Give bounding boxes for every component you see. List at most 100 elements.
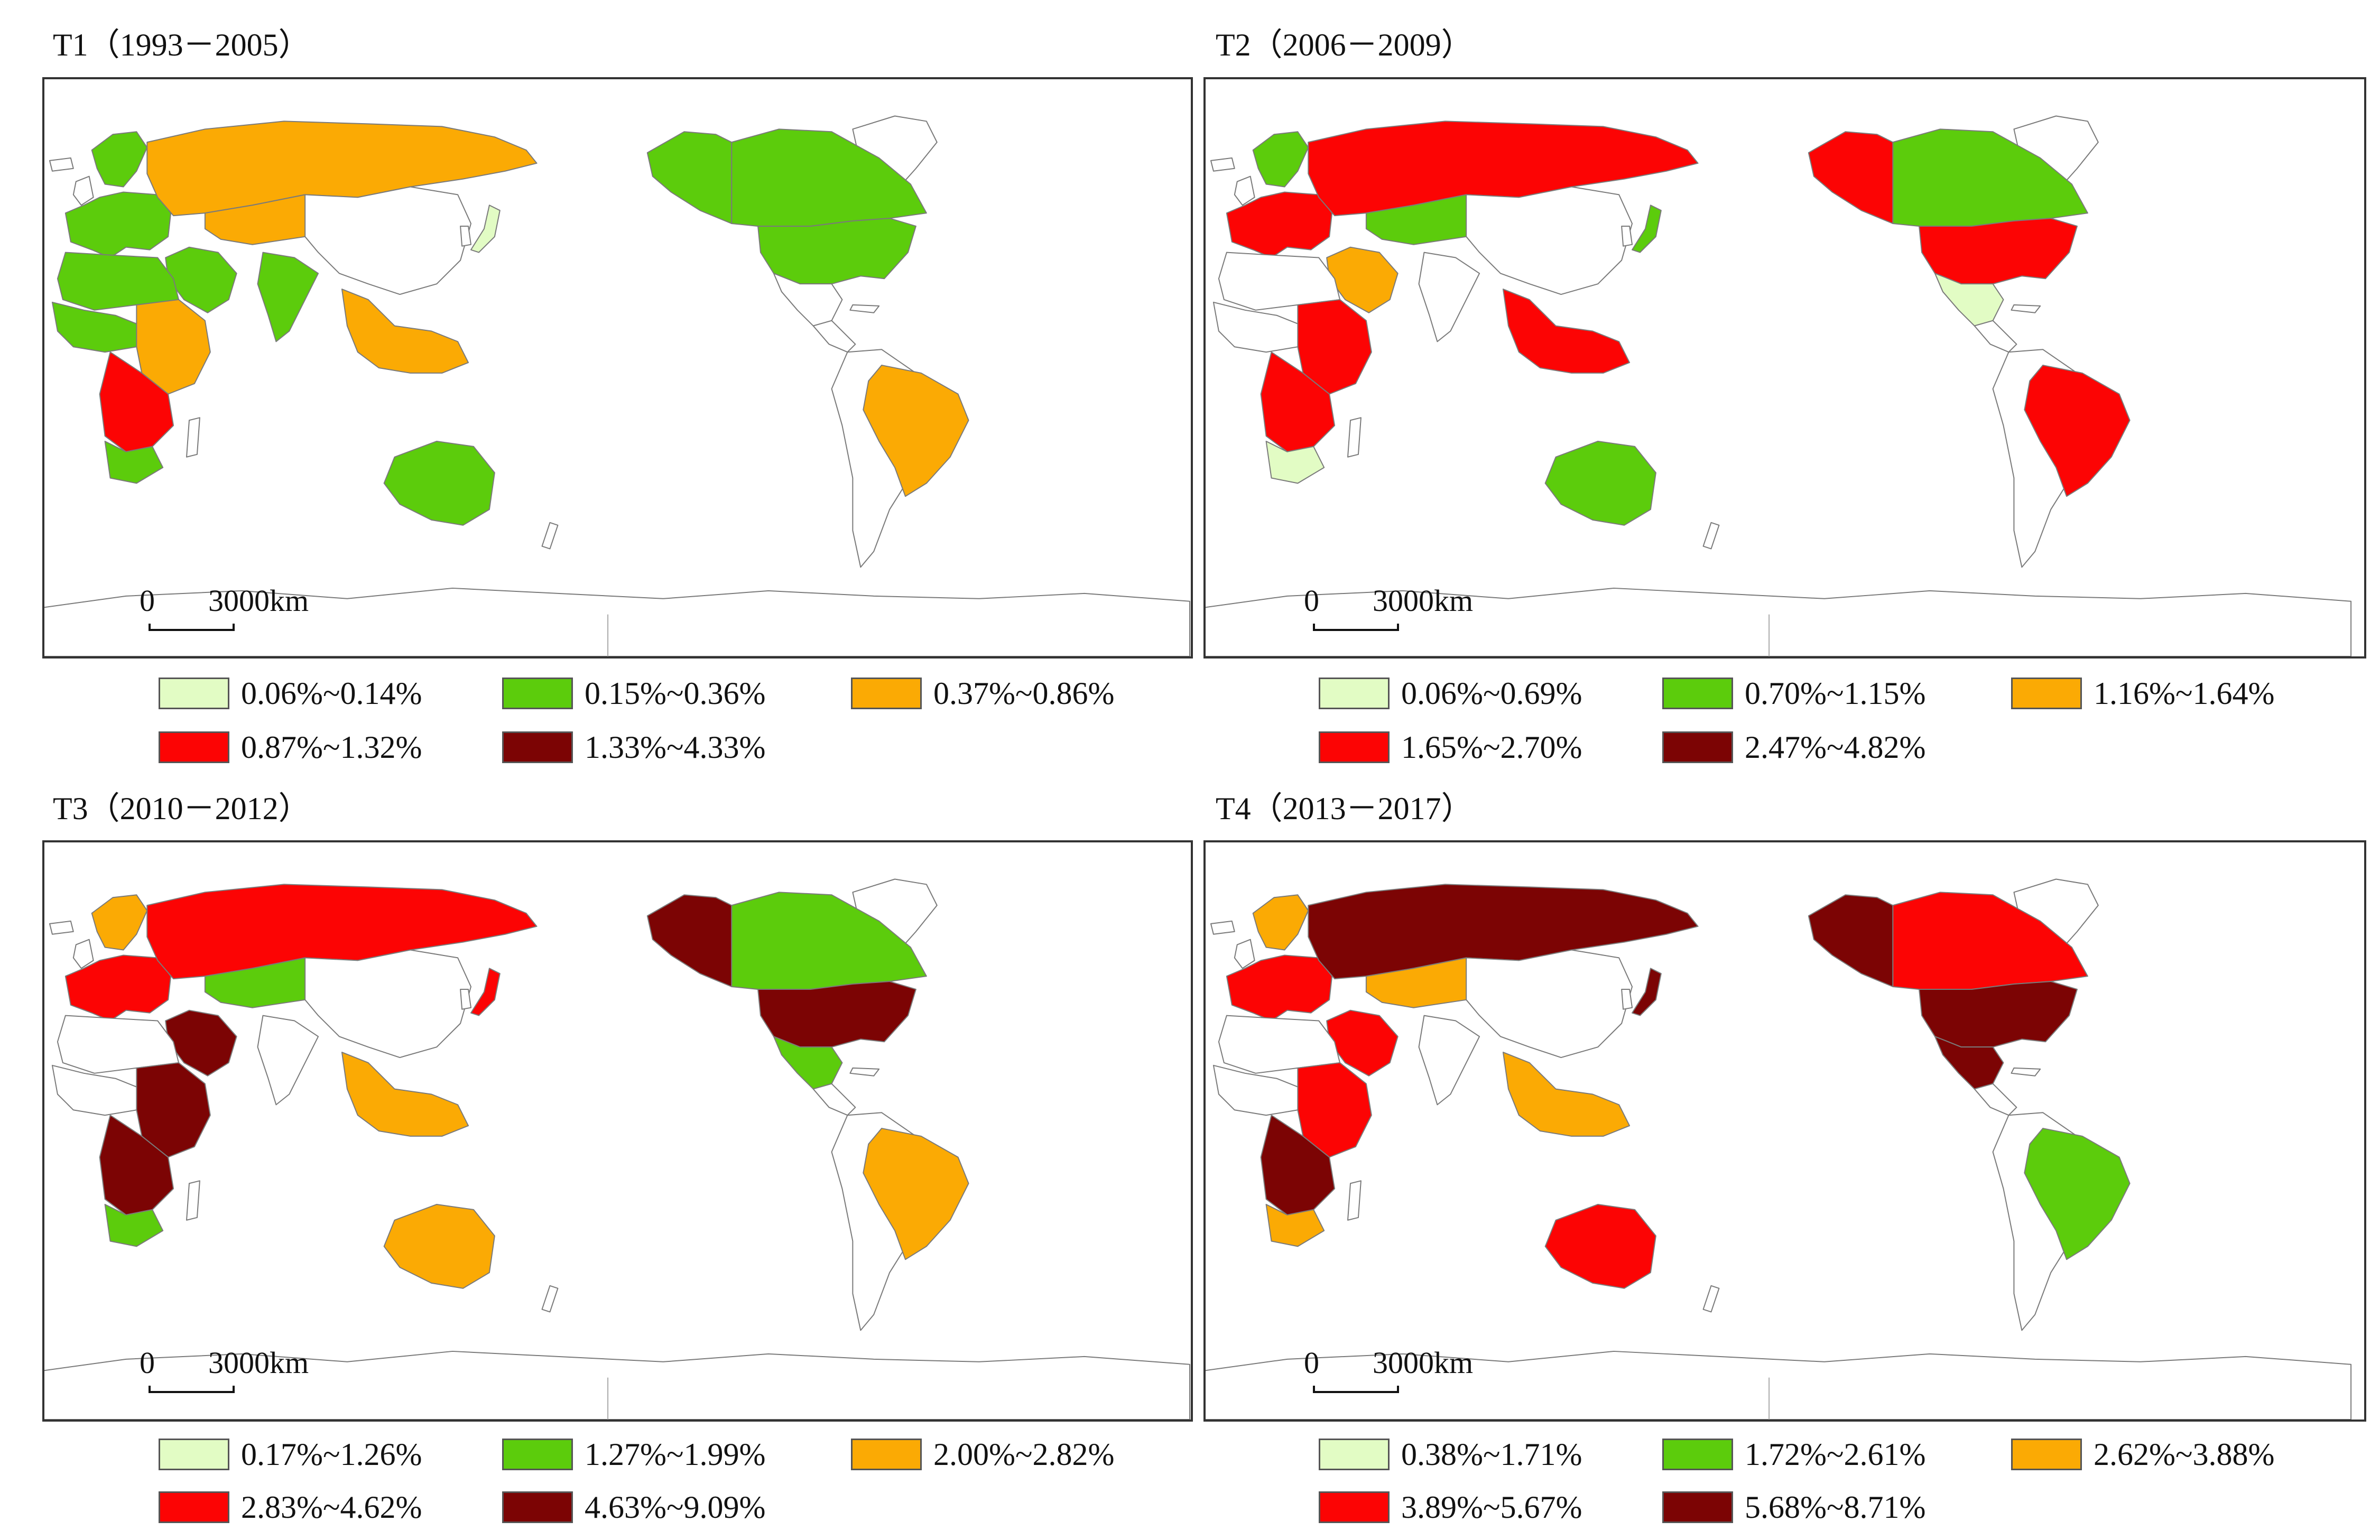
country-region-canada [1892,128,2088,227]
scale-bar [1313,624,1399,631]
country-region-central-america [812,320,856,353]
country-region-south-africa [1265,440,1325,484]
country-region-antarctica [44,587,1191,656]
country-region-antarctica [1206,587,2352,656]
world-map-t2 [1206,115,2352,656]
legend-label: 0.70%~1.15% [1745,676,1926,711]
country-region-europe [1226,191,1333,258]
world-map-t1 [44,115,1191,656]
country-region-usa [1919,218,2078,285]
map-frame-t3: 0 3000km [42,840,1193,1422]
country-region-new-zealand [541,1285,559,1313]
legend-swatch [1662,731,1733,763]
country-region-antarctica [44,1350,1191,1420]
legend-label: 0.37%~0.86% [933,676,1115,711]
country-region-alaska [646,131,733,224]
legend-swatch [2011,678,2082,709]
scale-distance-label: 3000km [1373,1346,1474,1380]
country-region-japan [470,968,501,1016]
country-region-cuba [849,304,880,313]
country-region-usa [757,218,916,285]
country-region-new-zealand [1702,522,1720,550]
legend-label: 4.63%~9.09% [585,1490,766,1525]
country-region-canada [731,892,927,990]
country-region-madagascar [186,417,200,458]
country-region-alaska [1808,131,1894,224]
country-region-scandinavia [91,894,148,951]
country-region-russia [146,120,538,217]
country-region-east-africa [136,299,211,395]
legend-item: 2.62%~3.88% [2011,1437,2274,1471]
legend-label: 1.65%~2.70% [1401,730,1582,765]
legend-item: 2.83%~4.62% [159,1490,422,1524]
country-region-central-america [1974,320,2017,353]
country-region-canada [1892,892,2088,990]
country-region-korea [1621,988,1633,1010]
country-region-south-africa [104,1203,164,1247]
country-region-brazil [2024,365,2131,497]
country-region-madagascar [1347,417,1362,458]
panel-title-t1: T1（1993－2005） [53,27,310,62]
country-region-korea [1621,225,1633,247]
legend-swatch [1662,1491,1733,1523]
country-region-new-zealand [541,522,559,550]
country-region-central-america [812,1083,856,1116]
legend-swatch [851,1439,922,1470]
country-region-uk [72,939,94,969]
scale-bar [149,1386,235,1393]
country-region-china [1466,186,1633,295]
country-region-madagascar [186,1180,200,1221]
country-region-iceland [49,920,74,935]
country-region-south-africa [104,440,164,484]
country-region-cuba [2011,1067,2041,1077]
country-region-iceland [1210,157,1235,172]
country-region-canada [731,128,927,227]
country-region-scandinavia [1252,894,1309,951]
country-region-china [304,949,472,1059]
country-region-india [257,252,319,342]
legend-item: 0.17%~1.26% [159,1437,422,1471]
legend-label: 0.17%~1.26% [241,1437,422,1472]
legend-item: 4.63%~9.09% [502,1490,765,1524]
country-region-alaska [1808,894,1894,987]
country-region-iceland [49,157,74,172]
legend-swatch [159,1439,229,1470]
legend-swatch [1319,1439,1390,1470]
legend-swatch [1319,1491,1390,1523]
legend-label: 1.33%~4.33% [585,730,766,765]
legend-item: 1.72%~2.61% [1662,1437,1925,1471]
legend-label: 5.68%~8.71% [1745,1490,1926,1525]
country-region-south-africa [1265,1203,1325,1247]
legend-swatch [502,731,573,763]
legend-label: 2.47%~4.82% [1745,730,1926,765]
country-region-europe [1226,954,1333,1022]
legend-label: 2.62%~3.88% [2094,1437,2275,1472]
legend-swatch [159,1491,229,1523]
country-region-scandinavia [1252,131,1309,188]
panel-title-t3: T3（2010－2012） [53,791,310,826]
legend-item: 0.06%~0.69% [1319,676,1582,710]
country-region-uk [72,175,94,206]
country-region-europe [64,954,172,1022]
country-region-china [304,186,472,295]
scale-distance-label: 3000km [208,583,309,618]
legend-swatch [159,678,229,709]
legend-label: 0.06%~0.69% [1401,676,1582,711]
map-frame-t1: 0 3000km [42,77,1193,658]
country-region-japan [470,205,501,253]
country-region-australia [383,1203,495,1289]
legend-item: 1.33%~4.33% [502,730,765,764]
world-map-t3 [44,878,1191,1420]
legend-swatch [159,731,229,763]
country-region-cuba [849,1067,880,1077]
country-region-russia [1308,884,1699,980]
legend-swatch [851,678,922,709]
legend-label: 0.87%~1.32% [241,730,422,765]
country-region-japan [1632,968,1662,1016]
country-region-russia [146,884,538,980]
legend-label: 1.16%~1.64% [2094,676,2275,711]
legend-item: 2.00%~2.82% [851,1437,1114,1471]
legend-item: 5.68%~8.71% [1662,1490,1925,1524]
legend-item: 0.87%~1.32% [159,730,422,764]
scale-zero-label: 0 [140,583,155,618]
